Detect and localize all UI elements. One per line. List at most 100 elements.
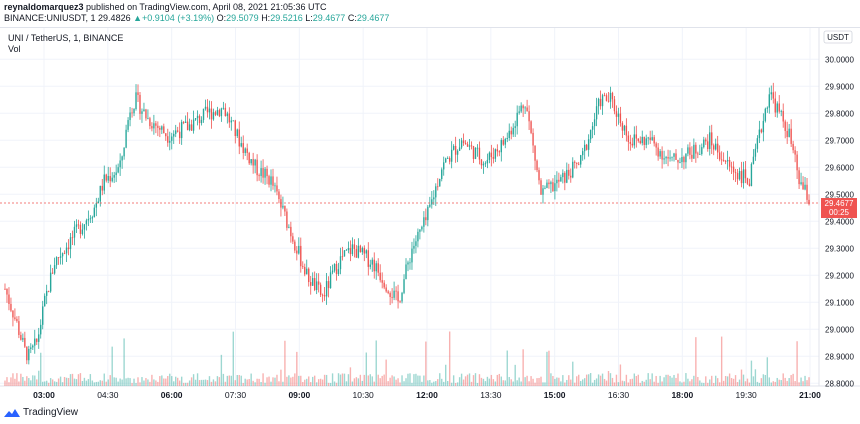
candle-body bbox=[383, 282, 385, 288]
candle-body bbox=[198, 115, 201, 124]
candle-body bbox=[726, 159, 729, 162]
volume-bar bbox=[528, 381, 530, 386]
volume-bar bbox=[192, 374, 195, 386]
volume-bar bbox=[411, 382, 413, 386]
candle-body bbox=[165, 133, 167, 137]
candle-body bbox=[141, 111, 143, 114]
candle-body bbox=[764, 108, 767, 121]
candle-body bbox=[679, 162, 681, 163]
change-arrow-icon: ▲ bbox=[133, 13, 143, 23]
volume-bar bbox=[764, 374, 767, 386]
series-legend[interactable]: UNI / TetherUS, 1, BINANCE bbox=[8, 33, 124, 43]
candle-body bbox=[294, 241, 296, 251]
author-name[interactable]: reynaldomarquez3 bbox=[4, 2, 84, 12]
volume-bar bbox=[720, 336, 723, 386]
volume-bar bbox=[732, 378, 735, 386]
volume-bar bbox=[637, 374, 639, 386]
candle-body bbox=[427, 206, 429, 221]
volume-bar bbox=[419, 375, 421, 386]
volume-bar bbox=[222, 373, 225, 386]
candle-body bbox=[744, 169, 747, 179]
candle-body bbox=[276, 185, 278, 192]
volume-bar bbox=[784, 377, 786, 386]
volume-bar bbox=[742, 374, 745, 386]
volume-bar bbox=[280, 369, 282, 386]
volume-bar bbox=[647, 373, 649, 386]
volume-bar bbox=[804, 375, 806, 386]
volume-bar bbox=[798, 382, 800, 386]
candle-body bbox=[794, 150, 796, 155]
candle-body bbox=[333, 263, 336, 271]
volume-bar bbox=[788, 378, 790, 386]
candle-body bbox=[754, 148, 757, 157]
candle-body bbox=[91, 217, 94, 219]
candle-body bbox=[139, 94, 141, 114]
volume-bar bbox=[699, 380, 701, 386]
volume-bar bbox=[30, 380, 32, 386]
volume-legend[interactable]: Vol bbox=[8, 44, 21, 54]
volume-bar bbox=[456, 382, 459, 386]
volume-bar bbox=[750, 360, 753, 386]
candle-body bbox=[45, 290, 48, 296]
x-tick-label: 19:30 bbox=[736, 390, 758, 400]
candle-body bbox=[484, 163, 487, 165]
volume-bar bbox=[583, 378, 586, 386]
volume-bar bbox=[613, 382, 616, 386]
volume-bar bbox=[615, 374, 618, 386]
candle-body bbox=[73, 226, 76, 238]
y-tick-label: 29.1000 bbox=[825, 298, 854, 307]
volume-bar bbox=[746, 378, 749, 386]
volume-bar bbox=[633, 373, 636, 386]
time-axis[interactable]: 03:00 04:30 06:00 07:30 09:00 10:30 12:00 13:30… bbox=[33, 390, 821, 400]
candle-body bbox=[732, 166, 735, 173]
volume-bar bbox=[774, 381, 776, 386]
y-tick-label: 29.3000 bbox=[825, 244, 854, 253]
volume-bar bbox=[792, 373, 794, 386]
candle-body bbox=[200, 119, 203, 124]
tradingview-logo-icon bbox=[4, 408, 20, 417]
volume-bar bbox=[417, 375, 419, 386]
candle-body bbox=[389, 293, 391, 297]
volume-bar bbox=[355, 377, 358, 386]
candle-body bbox=[804, 184, 806, 190]
candle-body bbox=[556, 179, 558, 184]
volume-bar bbox=[407, 373, 409, 386]
candle-body bbox=[252, 159, 254, 166]
volume-bar bbox=[562, 375, 564, 386]
volume-bar bbox=[236, 375, 238, 386]
tradingview-brand[interactable]: TradingView bbox=[4, 407, 78, 418]
candle-body bbox=[296, 250, 298, 254]
x-tick-label: 16:30 bbox=[608, 390, 630, 400]
volume-bar bbox=[151, 374, 153, 386]
volume-bar bbox=[194, 379, 197, 386]
candle-body bbox=[778, 103, 780, 112]
volume-bar bbox=[381, 375, 383, 386]
volume-bar bbox=[252, 380, 254, 386]
volume-bar bbox=[484, 381, 487, 386]
candle-body bbox=[456, 150, 459, 155]
volume-bar bbox=[331, 373, 334, 386]
volume-bar bbox=[425, 341, 427, 386]
volume-bar bbox=[601, 373, 604, 386]
candle-body bbox=[546, 182, 548, 188]
candle-body bbox=[329, 272, 332, 289]
candle-body bbox=[691, 154, 693, 159]
volume-bar bbox=[177, 377, 179, 386]
candle-body bbox=[760, 129, 763, 133]
price-axis[interactable]: 30.0000 29.9000 29.8000 29.7000 29.6000 29.50… bbox=[825, 55, 854, 388]
candle-body bbox=[38, 334, 40, 342]
volume-bar bbox=[409, 373, 411, 386]
candle-body bbox=[468, 145, 471, 147]
candle-body bbox=[687, 147, 689, 154]
volume-bar bbox=[28, 378, 30, 386]
candle-body bbox=[423, 217, 425, 227]
volume-bar bbox=[49, 378, 52, 386]
candle-body bbox=[319, 284, 322, 295]
volume-bar bbox=[345, 381, 348, 386]
candle-body bbox=[724, 161, 727, 162]
candle-body bbox=[488, 152, 491, 160]
volume-bar bbox=[319, 378, 322, 386]
volume-bar bbox=[611, 377, 614, 386]
volume-bar bbox=[387, 381, 389, 386]
